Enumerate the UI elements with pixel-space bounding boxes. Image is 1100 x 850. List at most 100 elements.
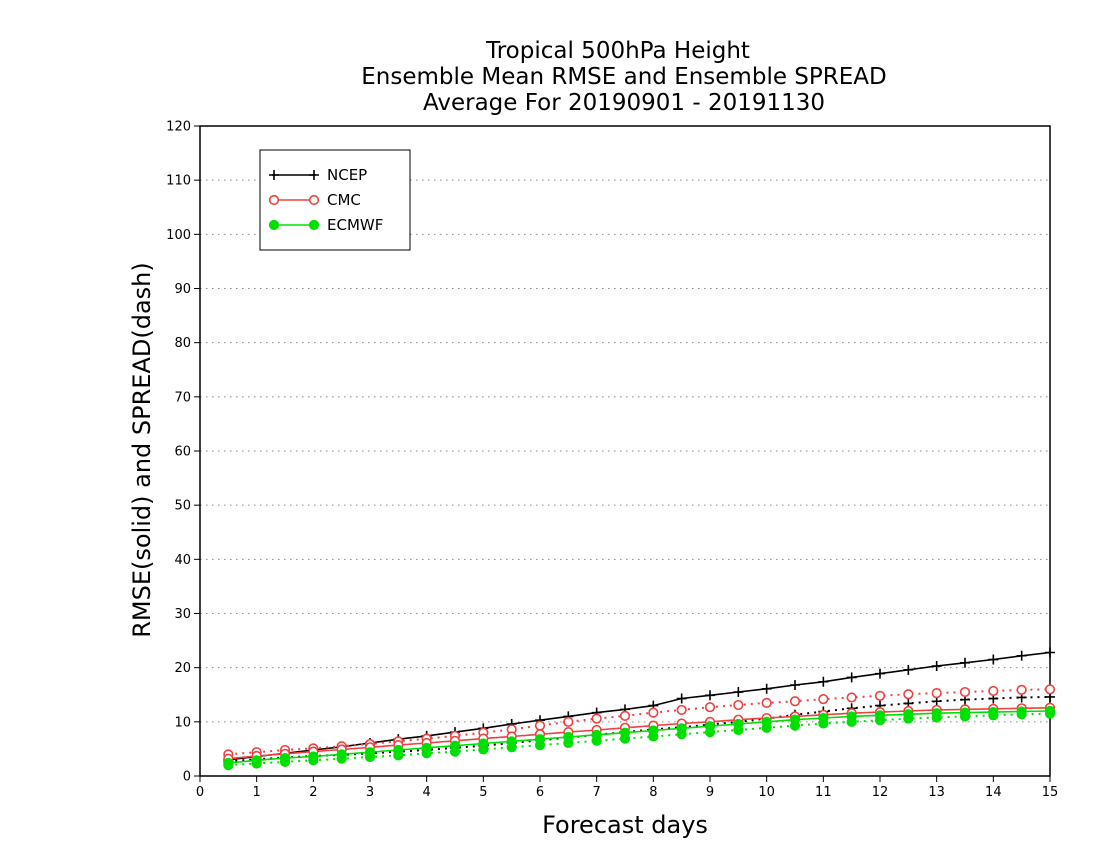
ecmwf-rmse-point (761, 716, 772, 727)
cmc-spread-point (676, 704, 687, 716)
ecmwf-rmse-point (733, 718, 744, 730)
ecmwf-rmse-point (308, 751, 319, 762)
x-tick-label: 11 (815, 785, 832, 800)
series-layer (223, 647, 1056, 771)
y-tick-label: 20 (174, 661, 191, 676)
y-axis-title: RMSE(solid) and SPREAD(dash) (128, 262, 156, 638)
x-axis-title: Forecast days (542, 811, 708, 839)
legend-marker-cmc (268, 194, 280, 206)
y-tick-label: 40 (174, 553, 191, 568)
ncep-rmse-point (903, 664, 914, 675)
ecmwf-rmse-point (421, 742, 432, 753)
cmc-spread-point (818, 693, 829, 705)
ecmwf-rmse-point (591, 729, 602, 740)
ecmwf-rmse-point (619, 727, 631, 738)
cmc-spread-point (874, 690, 886, 701)
grid-lines (200, 179, 1050, 723)
y-tick-label: 80 (174, 336, 191, 351)
legend-marker-ecmwf (308, 219, 320, 231)
x-tick-label: 13 (928, 785, 945, 800)
x-tick-label: 8 (649, 785, 657, 800)
y-tick-label: 50 (174, 499, 191, 514)
cmc-spread-point (534, 720, 546, 731)
ecmwf-rmse-point (563, 731, 574, 743)
ncep-rmse-point (705, 690, 715, 701)
cmc-spread-point (591, 713, 602, 724)
ecmwf-rmse-point (336, 749, 347, 760)
y-tick-label: 120 (166, 120, 191, 135)
plot-frame (199, 125, 1051, 777)
ecmwf-rmse-point (959, 707, 971, 718)
y-tick-label: 100 (166, 228, 191, 243)
ecmwf-rmse-point (903, 709, 914, 720)
ncep-rmse-point (875, 668, 885, 679)
ecmwf-rmse-point (818, 712, 829, 724)
x-tick-label: 10 (758, 785, 775, 800)
ecmwf-rmse-point (534, 734, 546, 745)
ecmwf-rmse-point (704, 721, 716, 732)
legend: NCEP CMC ECMWF (259, 149, 411, 251)
cmc-spread-point (789, 696, 801, 707)
ecmwf-rmse-point (988, 706, 999, 718)
ecmwf-rmse-point (1044, 705, 1056, 717)
y-tick-label: 70 (174, 390, 191, 405)
series-ncep-rmse-line (228, 651, 1051, 761)
ecmwf-rmse-point (393, 744, 404, 756)
ecmwf-rmse-point (223, 757, 234, 769)
x-tick-label: 1 (253, 785, 261, 800)
y-tick-label: 110 (166, 174, 191, 189)
ecmwf-rmse-point (279, 753, 291, 764)
ncep-rmse-point (733, 687, 744, 698)
cmc-spread-point (648, 707, 659, 718)
cmc-spread-point (761, 697, 772, 708)
ncep-rmse-point (1045, 647, 1055, 658)
ncep-rmse-point (960, 657, 970, 668)
ncep-rmse-point (818, 676, 829, 687)
series-ncep-spread-line (228, 695, 1051, 763)
ecmwf-rmse-point (789, 714, 801, 725)
ecmwf-rmse-point (931, 708, 942, 719)
series-cmc (223, 684, 1056, 764)
legend-marker-ecmwf (268, 219, 280, 231)
ncep-rmse-point (790, 680, 800, 690)
cmc-spread-point (959, 686, 971, 698)
ecmwf-rmse-point (648, 725, 659, 736)
x-tick-label: 2 (309, 785, 317, 800)
y-tick-label: 30 (174, 607, 191, 622)
ncep-rmse-point (846, 672, 857, 683)
chart-title: Tropical 500hPa Height Ensemble Mean RMS… (361, 38, 886, 116)
x-tick-label: 7 (593, 785, 601, 800)
cmc-spread-point (1044, 684, 1056, 695)
legend-label-ncep: NCEP (327, 166, 367, 184)
title-line-2: Ensemble Mean RMSE and Ensemble SPREAD (361, 64, 886, 90)
cmc-spread-point (931, 688, 942, 699)
legend-marker-cmc (308, 194, 320, 206)
y-tick-label: 90 (174, 282, 191, 297)
cmc-spread-point (704, 702, 716, 713)
ncep-rmse-point (761, 683, 772, 694)
ecmwf-rmse-point (251, 755, 262, 766)
x-tick-label: 9 (706, 785, 714, 800)
series-ecmwf (223, 705, 1056, 771)
cmc-spread-point (563, 716, 574, 727)
x-tick-label: 5 (479, 785, 487, 800)
ecmwf-rmse-point (449, 740, 461, 751)
y-tick-label: 60 (174, 445, 191, 460)
ecmwf-rmse-point (676, 723, 687, 734)
cmc-spread-point (1016, 684, 1027, 695)
x-axis-ticks: 0 1 2 3 4 5 6 7 8 9 10 11 12 13 14 15 (196, 776, 1058, 800)
y-axis-ticks: 0 10 20 30 40 50 60 70 80 90 100 110 120 (166, 120, 200, 785)
ncep-rmse-point (988, 654, 999, 665)
cmc-spread-point (619, 710, 631, 721)
x-tick-label: 14 (985, 785, 1002, 800)
ncep-rmse-point (676, 693, 687, 704)
title-line-3: Average For 20190901 - 20191130 (423, 90, 825, 116)
ecmwf-rmse-point (846, 711, 857, 722)
x-tick-label: 0 (196, 785, 204, 800)
legend-marker-ncep (309, 170, 319, 180)
x-tick-label: 6 (536, 785, 544, 800)
ecmwf-rmse-point (364, 747, 376, 758)
legend-label-cmc: CMC (327, 191, 361, 209)
cmc-spread-point (903, 689, 914, 700)
